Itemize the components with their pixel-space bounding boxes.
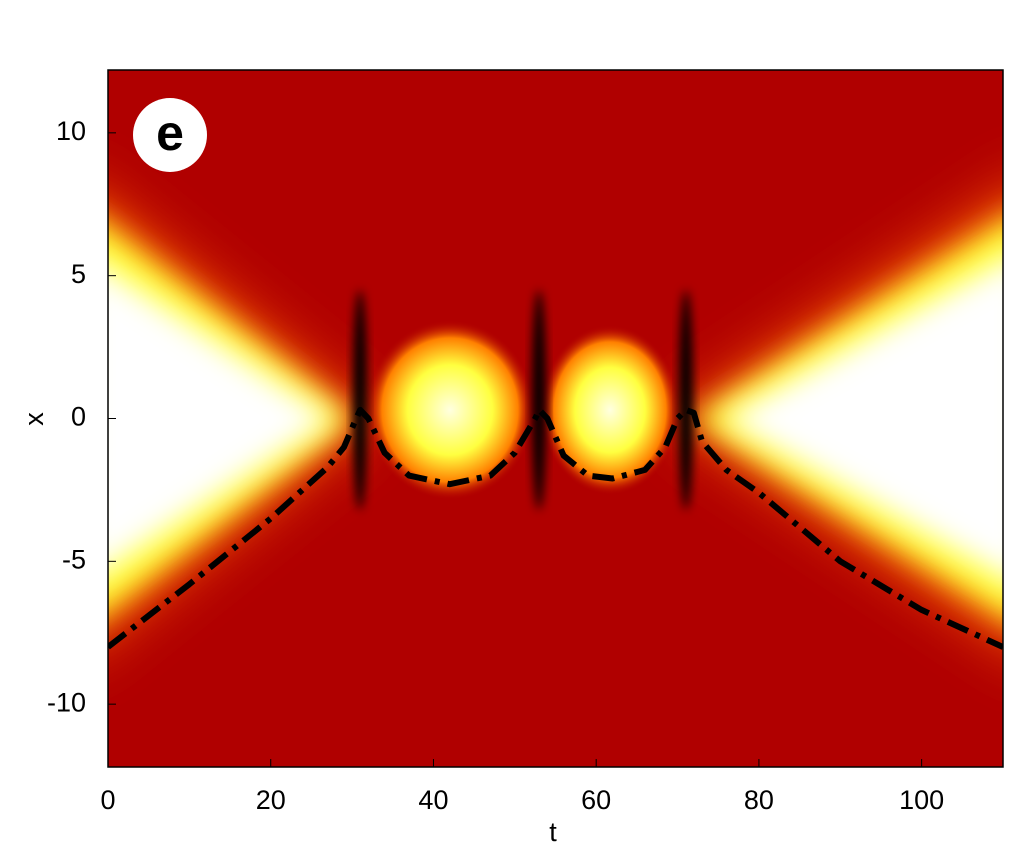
x-tick-label: 40: [418, 785, 448, 815]
x-tick-label: 0: [100, 785, 115, 815]
y-axis-label: x: [19, 412, 49, 426]
y-tick-label: -10: [47, 687, 86, 717]
annotation: e: [156, 105, 184, 161]
y-tick-label: -5: [62, 544, 86, 574]
y-tick-label: 0: [71, 402, 86, 432]
x-tick-label: 20: [256, 785, 286, 815]
x-tick-label: 60: [581, 785, 611, 815]
x-tick-label: 80: [744, 785, 774, 815]
x-tick-label: 100: [899, 785, 944, 815]
heatmap: [108, 70, 1003, 767]
data-line: [108, 406, 1003, 650]
x-axis-label: t: [549, 817, 557, 847]
annotation-badge: [133, 98, 207, 172]
y-tick-label: 5: [71, 259, 86, 289]
y-tick-label: 10: [56, 116, 86, 146]
